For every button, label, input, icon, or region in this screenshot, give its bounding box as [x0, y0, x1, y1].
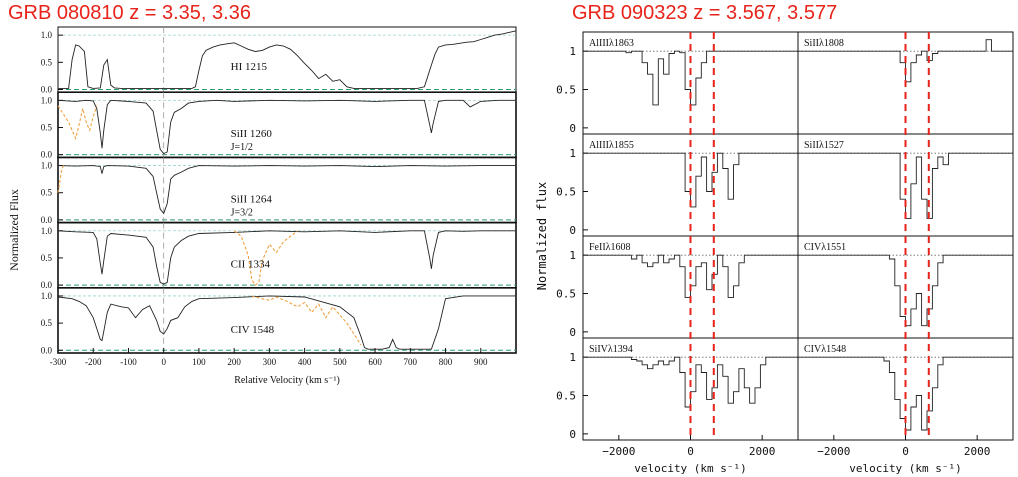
- right-panel-label: SiIIλ1527: [804, 140, 844, 151]
- left-panel-label: SiII 1260: [231, 128, 273, 140]
- left-panel-label: CII 1334: [231, 259, 271, 271]
- left-ytick-label: 1.0: [41, 161, 53, 171]
- left-panel-frame: [57, 156, 517, 224]
- right-panel-label: FeIIλ1608: [589, 242, 631, 253]
- left-xtick-label: 700: [404, 357, 418, 367]
- left-xtick-label: 300: [263, 357, 277, 367]
- right-panel-label: SiIIλ1808: [804, 38, 844, 49]
- left-xtick-label: 200: [227, 357, 241, 367]
- right-x-axis-label: velocity (km s⁻¹): [634, 462, 747, 475]
- left-y-axis-label: Normalized Flux: [7, 189, 21, 271]
- left-ytick-label: 0.0: [41, 280, 53, 290]
- left-overlay-line: [57, 105, 98, 141]
- left-overlay-line: [251, 295, 362, 346]
- left-ytick-label: 0.5: [41, 57, 53, 67]
- left-ytick-label: 0.5: [41, 123, 53, 133]
- left-panel-frame: [57, 91, 517, 159]
- right-ytick-label: 0.5: [556, 390, 576, 403]
- left-xtick-label: 100: [192, 357, 206, 367]
- left-spectrum-line: [57, 230, 516, 285]
- right-ytick-label: 0.5: [556, 84, 576, 97]
- left-ytick-label: 1.0: [41, 226, 53, 236]
- right-spectrum-line: [583, 152, 798, 208]
- right-xtick-label: 2000: [964, 445, 991, 458]
- right-xtick-label: 0: [687, 445, 694, 458]
- right-xtick-label: 2000: [749, 445, 776, 458]
- left-xtick-label: 900: [474, 357, 488, 367]
- left-panel-label: SiII 1264: [231, 193, 273, 205]
- left-xtick-label: 600: [368, 357, 382, 367]
- right-spectrum-line: [798, 39, 1013, 83]
- right-spectrum-line: [798, 152, 1013, 219]
- right-spectrum-line: [583, 356, 798, 408]
- left-panel-label: CIV 1548: [231, 324, 275, 336]
- left-overlay-line: [233, 230, 298, 286]
- right-ytick-label: 1: [569, 147, 576, 160]
- left-ytick-label: 1.0: [41, 30, 53, 40]
- right-ytick-label: 1: [569, 45, 576, 58]
- right-xtick-label: −2000: [602, 445, 635, 458]
- right-panel-label: AlIIIλ1855: [589, 140, 634, 151]
- right-panel-label: CIVλ1551: [804, 242, 846, 253]
- left-spectrum-line: [57, 99, 516, 155]
- left-xtick-label: -100: [120, 357, 137, 367]
- left-panel-sublabel: J=3/2: [231, 207, 253, 218]
- right-panel-label: SiIVλ1394: [589, 344, 633, 355]
- right-ytick-label: 0: [569, 122, 576, 135]
- left-xtick-label: 800: [439, 357, 453, 367]
- left-ytick-label: 0.0: [41, 84, 53, 94]
- right-ytick-label: 0: [569, 428, 576, 441]
- left-x-axis-label: Relative Velocity (km s⁻¹): [234, 375, 340, 386]
- right-ytick-label: 0: [569, 224, 576, 237]
- right-spectrum-line: [583, 50, 798, 106]
- left-xtick-label: 0: [161, 357, 166, 367]
- right-ytick-label: 0.5: [556, 186, 576, 199]
- right-y-axis-label: Normalized flux: [535, 182, 549, 290]
- left-panel-frame: [57, 221, 517, 289]
- left-ytick-label: 0.0: [41, 215, 53, 225]
- right-ytick-label: 1: [569, 351, 576, 364]
- right-ytick-label: 1: [569, 249, 576, 262]
- left-spectrum-line: [57, 295, 516, 350]
- left-chart-title: GRB 080810 z = 3.35, 3.36: [8, 2, 251, 24]
- left-xtick-label: -200: [85, 357, 102, 367]
- left-ytick-label: 0.5: [41, 318, 53, 328]
- left-xtick-label: 500: [333, 357, 347, 367]
- right-panel-label: AlIIIλ1863: [589, 38, 634, 49]
- left-ytick-label: 0.5: [41, 188, 53, 198]
- left-ytick-label: 0.0: [41, 150, 53, 160]
- left-spectrum-line: [57, 165, 516, 215]
- right-chart-title: GRB 090323 z = 3.567, 3.577: [572, 2, 838, 24]
- right-ytick-label: 0.5: [556, 288, 576, 301]
- left-ytick-label: 0.5: [41, 253, 53, 263]
- left-panel-frame: [57, 26, 517, 93]
- right-panel-label: CIVλ1548: [804, 344, 846, 355]
- left-ytick-label: 1.0: [41, 291, 53, 301]
- left-ytick-label: 1.0: [41, 95, 53, 105]
- right-xtick-label: −2000: [817, 445, 850, 458]
- left-panel-label: HI 1215: [231, 61, 268, 73]
- right-xtick-label: 0: [902, 445, 909, 458]
- right-spectrum-line: [798, 356, 1013, 431]
- left-xtick-label: -300: [50, 357, 67, 367]
- left-xtick-label: 400: [298, 357, 312, 367]
- left-overlay-line: [57, 165, 64, 193]
- right-spectrum-line: [798, 254, 1013, 327]
- right-x-axis-label: velocity (km s⁻¹): [849, 462, 962, 475]
- left-panel-sublabel: J=1/2: [231, 142, 253, 153]
- left-ytick-label: 0.0: [41, 345, 53, 355]
- left-panel-frame: [57, 286, 517, 354]
- left-spectrum-line: [58, 30, 517, 89]
- right-ytick-label: 0: [569, 326, 576, 339]
